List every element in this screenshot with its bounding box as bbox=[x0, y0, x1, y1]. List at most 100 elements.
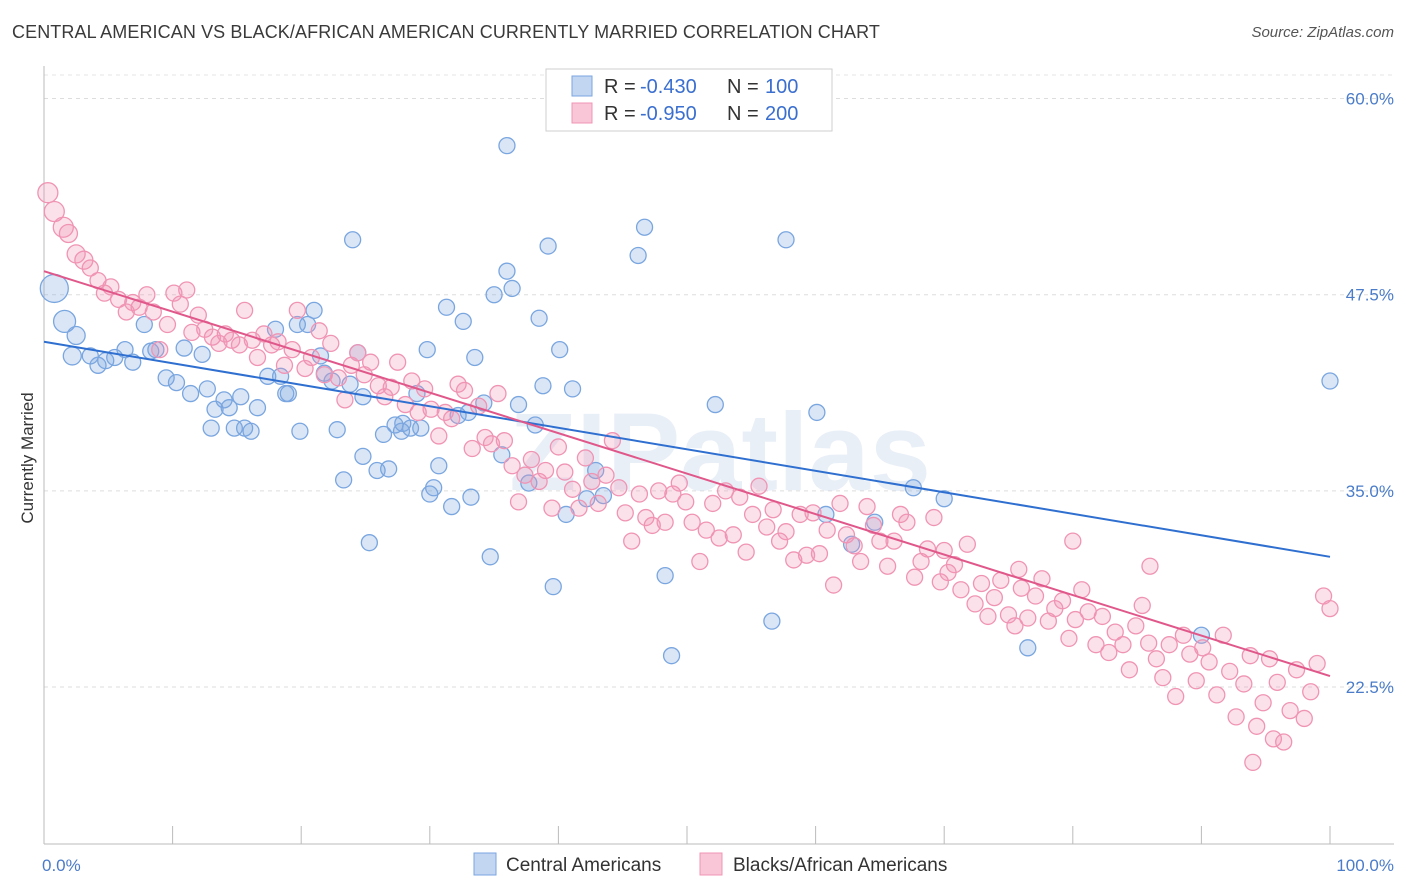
black-african-american-point bbox=[1167, 687, 1185, 706]
black-african-american-point bbox=[1302, 683, 1320, 701]
black-african-american-point bbox=[489, 384, 507, 403]
black-african-american-point bbox=[864, 516, 883, 535]
black-african-american-point bbox=[878, 557, 897, 575]
black-african-american-point bbox=[845, 537, 863, 555]
black-african-american-point bbox=[958, 535, 976, 553]
black-african-american-point bbox=[818, 521, 836, 539]
central-american-point bbox=[235, 419, 254, 437]
black-african-american-point bbox=[310, 322, 328, 340]
y-tick-label-1: 35.0% bbox=[1346, 482, 1394, 501]
black-african-american-point bbox=[583, 472, 601, 491]
central-american-point bbox=[202, 419, 220, 437]
central-american-point bbox=[379, 460, 398, 478]
central-american-point bbox=[1019, 639, 1037, 657]
legend-r-value-0: -0.430 bbox=[640, 76, 697, 98]
black-african-american-point bbox=[563, 480, 582, 498]
black-african-american-point bbox=[985, 588, 1004, 607]
black-african-american-point bbox=[158, 315, 177, 334]
black-african-american-point bbox=[322, 334, 340, 353]
black-african-american-point bbox=[1244, 753, 1262, 772]
black-african-american-point bbox=[382, 378, 400, 396]
black-african-american-point bbox=[743, 505, 762, 524]
central-american-point bbox=[498, 136, 516, 155]
central-american-point bbox=[39, 273, 69, 304]
black-african-american-point bbox=[935, 541, 953, 560]
black-african-american-point bbox=[203, 328, 222, 346]
central-american-point bbox=[392, 422, 411, 440]
black-african-american-point bbox=[58, 223, 79, 244]
central-american-point bbox=[62, 346, 82, 366]
black-african-american-point bbox=[1127, 617, 1145, 635]
black-african-american-point bbox=[210, 334, 228, 353]
chart-title: CENTRAL AMERICAN VS BLACK/AFRICAN AMERIC… bbox=[12, 22, 880, 42]
central-american-point bbox=[544, 577, 562, 596]
central-american-point bbox=[481, 548, 499, 566]
legend-swatch-black bbox=[571, 102, 593, 124]
trend-line-black bbox=[43, 270, 1331, 678]
y-axis-label: Currently Married bbox=[18, 392, 37, 523]
central-american-point bbox=[412, 419, 430, 437]
black-african-american-point bbox=[979, 607, 997, 626]
black-african-american-point bbox=[1010, 560, 1028, 579]
series-swatch-central bbox=[473, 852, 497, 876]
black-african-american-point bbox=[1114, 636, 1132, 654]
black-african-american-point bbox=[1254, 694, 1272, 712]
trend-line-central bbox=[43, 340, 1331, 558]
central-american-point bbox=[343, 231, 362, 249]
central-american-point bbox=[503, 279, 521, 298]
black-african-american-point bbox=[178, 281, 196, 299]
central-american-point bbox=[808, 403, 826, 422]
central-american-point bbox=[354, 447, 372, 466]
black-african-american-point bbox=[824, 576, 843, 594]
black-african-american-point bbox=[610, 479, 628, 497]
black-african-american-point bbox=[858, 497, 876, 516]
black-african-american-point bbox=[1106, 623, 1124, 641]
legend-n-label-1: N = bbox=[727, 103, 759, 125]
central-american-point bbox=[551, 340, 569, 359]
black-african-american-point bbox=[1235, 675, 1253, 693]
black-african-american-point bbox=[758, 518, 776, 536]
black-african-american-point bbox=[1026, 587, 1045, 605]
data-points bbox=[37, 136, 1339, 772]
trend-lines bbox=[43, 270, 1331, 678]
black-african-american-point bbox=[731, 488, 749, 506]
central-american-point bbox=[374, 425, 393, 444]
black-african-american-point bbox=[1093, 607, 1112, 626]
central-american-point bbox=[232, 388, 250, 406]
black-african-american-point bbox=[315, 366, 333, 384]
black-african-american-point bbox=[422, 400, 440, 418]
black-african-american-point bbox=[171, 295, 189, 313]
black-african-american-point bbox=[898, 513, 916, 531]
central-american-point bbox=[485, 286, 503, 304]
legend-r-label-1: R = bbox=[604, 103, 636, 125]
black-african-american-point bbox=[797, 546, 816, 564]
black-african-american-point bbox=[677, 493, 695, 511]
black-african-american-point bbox=[549, 438, 568, 456]
central-american-point bbox=[334, 471, 353, 489]
central-american-point bbox=[305, 301, 323, 320]
black-african-american-point bbox=[248, 348, 267, 367]
black-african-american-point bbox=[589, 494, 607, 513]
y-tick-label-3: 60.0% bbox=[1346, 90, 1394, 109]
black-african-american-point bbox=[503, 457, 521, 475]
black-african-american-point bbox=[1053, 592, 1072, 610]
black-african-american-point bbox=[1060, 629, 1078, 648]
central-american-point bbox=[706, 395, 724, 414]
black-african-american-point bbox=[770, 532, 789, 550]
legend-n-label-0: N = bbox=[727, 76, 759, 98]
black-african-american-point bbox=[52, 216, 74, 238]
y-tick-label-2: 47.5% bbox=[1346, 286, 1394, 305]
black-african-american-point bbox=[361, 353, 380, 371]
black-african-american-point bbox=[945, 555, 964, 574]
black-african-american-point bbox=[1100, 643, 1118, 662]
black-african-american-point bbox=[1066, 610, 1085, 629]
black-african-american-point bbox=[925, 508, 943, 527]
central-american-point bbox=[587, 461, 605, 480]
central-american-point bbox=[116, 340, 134, 359]
black-african-american-point bbox=[1006, 617, 1024, 635]
central-american-point bbox=[418, 340, 436, 359]
black-african-american-point bbox=[1154, 668, 1172, 687]
black-african-american-point bbox=[43, 200, 65, 223]
black-african-american-point bbox=[522, 450, 541, 469]
central-american-point bbox=[66, 325, 86, 346]
